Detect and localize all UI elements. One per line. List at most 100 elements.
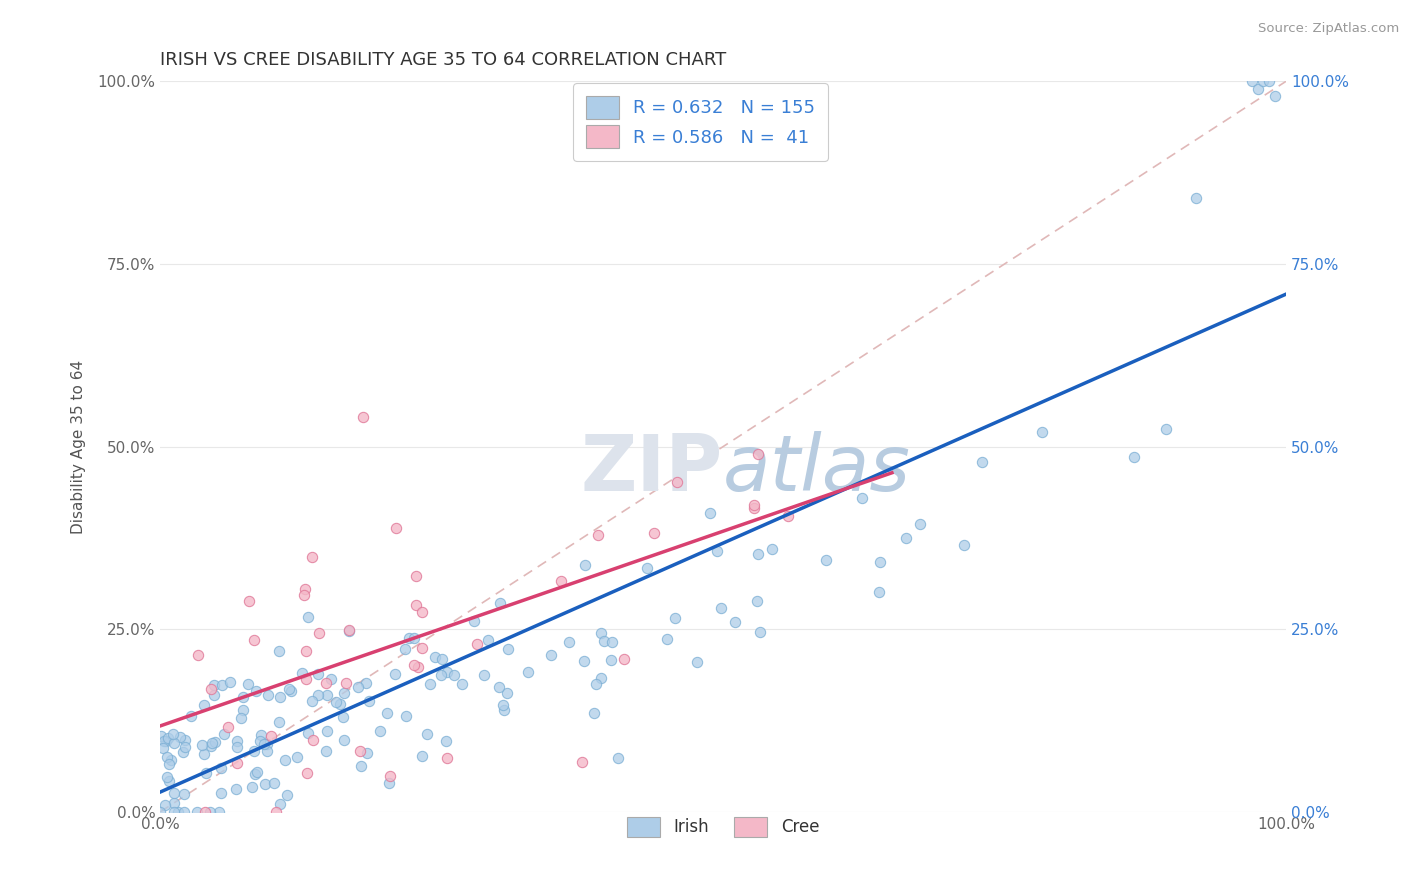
Point [349,744,371,758]
Point [352,410,374,425]
Point [238,677,260,691]
Point [472,668,495,682]
Point [315,688,337,702]
Point [582,706,605,720]
Y-axis label: Disability Age 35 to 64: Disability Age 35 to 64 [72,359,86,533]
Point [430,652,453,666]
Point [540,648,562,663]
Point [600,634,623,648]
Point [406,660,429,674]
Point [149,805,172,819]
Point [1185,191,1208,205]
Point [557,634,579,648]
Point [1247,81,1270,95]
Point [643,526,665,541]
Point [686,655,709,669]
Point [307,667,329,681]
Point [253,737,276,751]
Point [492,698,515,712]
Point [191,738,214,752]
Point [295,766,318,780]
Point [1264,89,1286,103]
Point [851,491,873,506]
Point [256,688,278,702]
Point [163,805,186,819]
Point [238,594,260,608]
Point [402,658,425,673]
Point [411,748,433,763]
Point [297,610,319,624]
Point [451,677,474,691]
Point [307,688,329,702]
Point [204,735,226,749]
Point [294,643,316,657]
Point [574,655,596,669]
Point [194,805,217,819]
Text: Source: ZipAtlas.com: Source: ZipAtlas.com [1258,22,1399,36]
Point [157,773,180,788]
Point [156,770,179,784]
Point [245,683,267,698]
Point [174,733,197,747]
Point [337,623,360,637]
Point [477,633,499,648]
Point [586,528,609,542]
Point [198,805,221,819]
Point [665,475,688,490]
Point [195,766,218,780]
Point [550,574,572,588]
Point [201,736,224,750]
Point [350,759,373,773]
Point [1031,425,1053,439]
Point [249,728,271,742]
Point [256,737,278,751]
Point [269,714,291,729]
Point [747,547,769,561]
Point [249,734,271,748]
Point [226,740,249,755]
Point [263,776,285,790]
Point [156,749,179,764]
Point [260,729,283,743]
Point [256,744,278,758]
Point [415,727,437,741]
Point [246,764,269,779]
Point [243,633,266,648]
Point [723,615,745,629]
Point [152,741,174,756]
Point [160,753,183,767]
Point [276,788,298,802]
Point [495,685,517,699]
Point [434,733,457,747]
Point [294,582,316,596]
Point [517,665,540,680]
Point [172,746,194,760]
Point [321,672,343,686]
Point [910,516,932,531]
Point [346,680,368,694]
Point [332,710,354,724]
Point [308,626,330,640]
Point [375,706,398,721]
Point [398,631,420,645]
Point [742,498,765,512]
Point [212,727,235,741]
Point [269,644,291,658]
Point [436,665,458,680]
Point [219,674,242,689]
Point [488,680,510,694]
Point [419,677,441,691]
Point [243,744,266,758]
Point [280,684,302,698]
Point [423,649,446,664]
Text: atlas: atlas [723,431,911,507]
Point [337,624,360,638]
Point [489,597,512,611]
Point [749,625,772,640]
Point [571,755,593,769]
Point [157,757,180,772]
Point [167,805,190,819]
Point [368,723,391,738]
Point [209,761,232,775]
Point [465,637,488,651]
